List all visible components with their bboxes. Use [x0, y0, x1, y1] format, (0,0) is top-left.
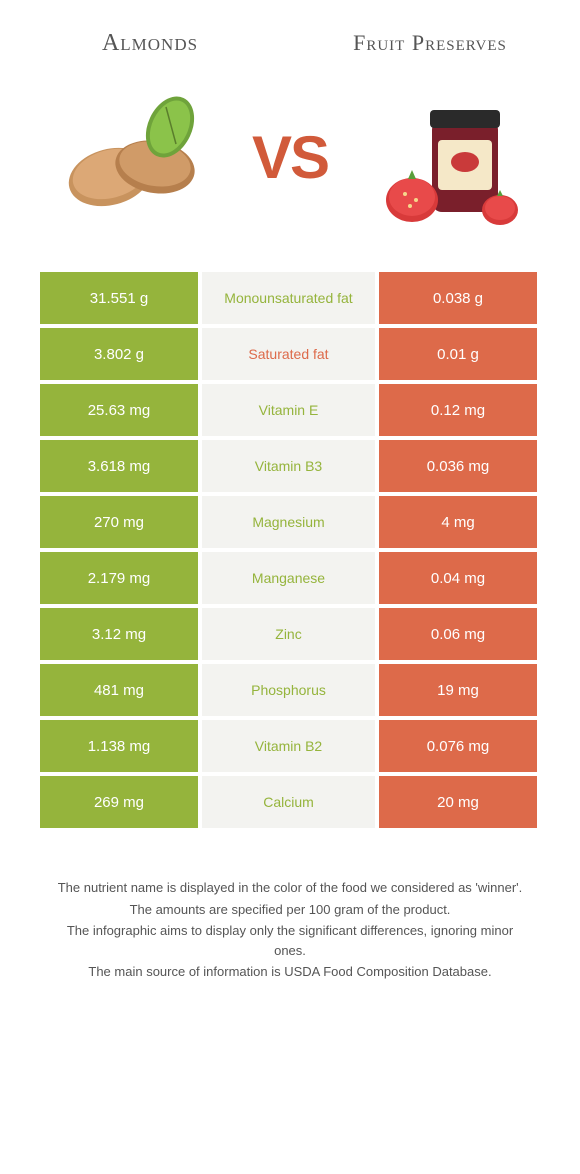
table-row: 1.138 mgVitamin B20.076 mg	[40, 720, 540, 772]
almond-value: 2.179 mg	[40, 552, 198, 604]
footer-line: The amounts are specified per 100 gram o…	[55, 900, 525, 920]
table-row: 269 mgCalcium20 mg	[40, 776, 540, 828]
header-row: Almonds Fruit Preserves	[40, 30, 540, 82]
preserve-value: 19 mg	[379, 664, 537, 716]
preserve-value: 0.12 mg	[379, 384, 537, 436]
almond-image	[50, 82, 220, 232]
title-almonds: Almonds	[60, 30, 240, 57]
nutrient-label: Calcium	[202, 776, 375, 828]
table-row: 3.618 mgVitamin B30.036 mg	[40, 440, 540, 492]
nutrient-label: Vitamin B3	[202, 440, 375, 492]
nutrient-table: 31.551 gMonounsaturated fat0.038 g3.802 …	[40, 272, 540, 828]
almond-value: 3.618 mg	[40, 440, 198, 492]
nutrient-label: Phosphorus	[202, 664, 375, 716]
table-row: 25.63 mgVitamin E0.12 mg	[40, 384, 540, 436]
nutrient-label: Manganese	[202, 552, 375, 604]
preserve-value: 0.076 mg	[379, 720, 537, 772]
images-row: VS	[40, 82, 540, 272]
preserve-value: 0.038 g	[379, 272, 537, 324]
footer-line: The infographic aims to display only the…	[55, 921, 525, 960]
footer-line: The nutrient name is displayed in the co…	[55, 878, 525, 898]
title-preserves: Fruit Preserves	[340, 30, 520, 56]
preserve-value: 4 mg	[379, 496, 537, 548]
nutrient-label: Vitamin B2	[202, 720, 375, 772]
footer-notes: The nutrient name is displayed in the co…	[40, 878, 540, 984]
almond-value: 269 mg	[40, 776, 198, 828]
nutrient-label: Zinc	[202, 608, 375, 660]
preserve-value: 0.036 mg	[379, 440, 537, 492]
nutrient-label: Saturated fat	[202, 328, 375, 380]
almond-value: 31.551 g	[40, 272, 198, 324]
table-row: 481 mgPhosphorus19 mg	[40, 664, 540, 716]
almond-value: 25.63 mg	[40, 384, 198, 436]
almond-value: 1.138 mg	[40, 720, 198, 772]
footer-line: The main source of information is USDA F…	[55, 962, 525, 982]
vs-label: VS	[252, 123, 328, 192]
table-row: 31.551 gMonounsaturated fat0.038 g	[40, 272, 540, 324]
preserves-image	[360, 82, 530, 232]
preserve-value: 20 mg	[379, 776, 537, 828]
nutrient-label: Vitamin E	[202, 384, 375, 436]
table-row: 270 mgMagnesium4 mg	[40, 496, 540, 548]
almond-value: 3.12 mg	[40, 608, 198, 660]
table-row: 3.12 mgZinc0.06 mg	[40, 608, 540, 660]
almond-value: 3.802 g	[40, 328, 198, 380]
nutrient-label: Magnesium	[202, 496, 375, 548]
almond-value: 270 mg	[40, 496, 198, 548]
preserve-value: 0.06 mg	[379, 608, 537, 660]
preserve-value: 0.01 g	[379, 328, 537, 380]
preserve-value: 0.04 mg	[379, 552, 537, 604]
table-row: 2.179 mgManganese0.04 mg	[40, 552, 540, 604]
almond-value: 481 mg	[40, 664, 198, 716]
infographic-container: Almonds Fruit Preserves VS	[0, 0, 580, 1174]
nutrient-label: Monounsaturated fat	[202, 272, 375, 324]
table-row: 3.802 gSaturated fat0.01 g	[40, 328, 540, 380]
